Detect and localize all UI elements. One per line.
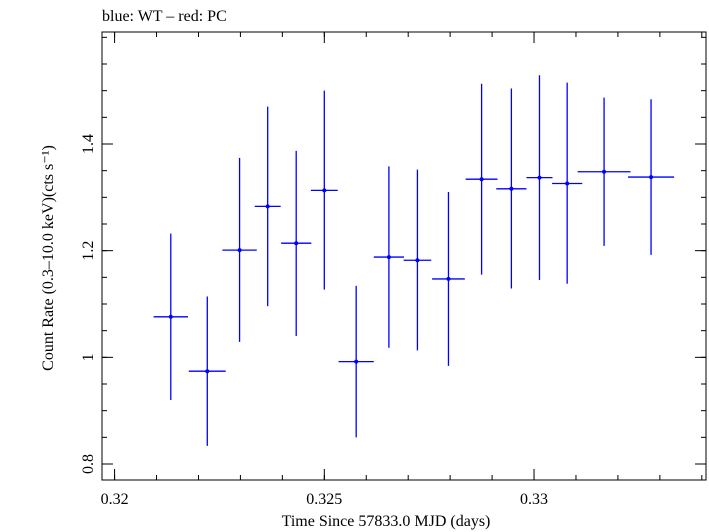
data-point	[188, 296, 226, 446]
y-axis-label: Count Rate (0.3–10.0 keV)(cts s⁻¹)	[40, 145, 57, 371]
data-point	[496, 88, 527, 289]
data-points	[153, 75, 675, 446]
data-point	[338, 285, 374, 438]
data-marker	[537, 175, 542, 180]
data-marker	[265, 204, 270, 209]
data-point	[222, 157, 257, 342]
data-marker	[565, 181, 570, 186]
data-marker	[386, 255, 391, 260]
data-marker	[479, 177, 484, 182]
x-tick-label: 0.325	[306, 491, 342, 508]
x-tick-label: 0.33	[520, 491, 548, 508]
data-marker	[649, 175, 654, 180]
data-marker	[415, 258, 420, 263]
plot-frame	[101, 31, 707, 481]
data-point	[254, 106, 281, 307]
data-point	[153, 233, 188, 400]
data-point	[373, 166, 404, 348]
chart-title: blue: WT – red: PC	[102, 8, 227, 25]
data-point	[577, 97, 631, 246]
data-point	[281, 150, 312, 336]
data-point	[465, 83, 498, 275]
data-point	[552, 82, 583, 284]
x-tick-label: 0.32	[101, 491, 129, 508]
data-marker	[354, 359, 359, 364]
y-tick-label: 1	[80, 353, 97, 361]
data-point	[403, 169, 432, 351]
data-point	[310, 90, 338, 290]
y-tick-label: 1.4	[80, 134, 97, 154]
axis-ticks	[102, 32, 706, 480]
data-marker	[168, 314, 173, 319]
data-point	[627, 99, 675, 255]
data-point	[432, 192, 465, 366]
data-point	[526, 75, 553, 280]
x-tick-labels: 0.32 0.325 0.33	[101, 491, 548, 508]
data-marker	[509, 186, 514, 191]
data-marker	[237, 248, 242, 253]
data-marker	[205, 369, 210, 374]
y-tick-label: 1.2	[80, 241, 97, 261]
data-marker	[294, 241, 299, 246]
y-tick-label: 0.8	[80, 454, 97, 474]
x-axis-label: Time Since 57833.0 MJD (days)	[282, 513, 491, 530]
data-marker	[602, 169, 607, 174]
y-tick-labels: 0.8 1 1.2 1.4	[80, 134, 97, 474]
data-marker	[446, 276, 451, 281]
data-marker	[322, 188, 327, 193]
